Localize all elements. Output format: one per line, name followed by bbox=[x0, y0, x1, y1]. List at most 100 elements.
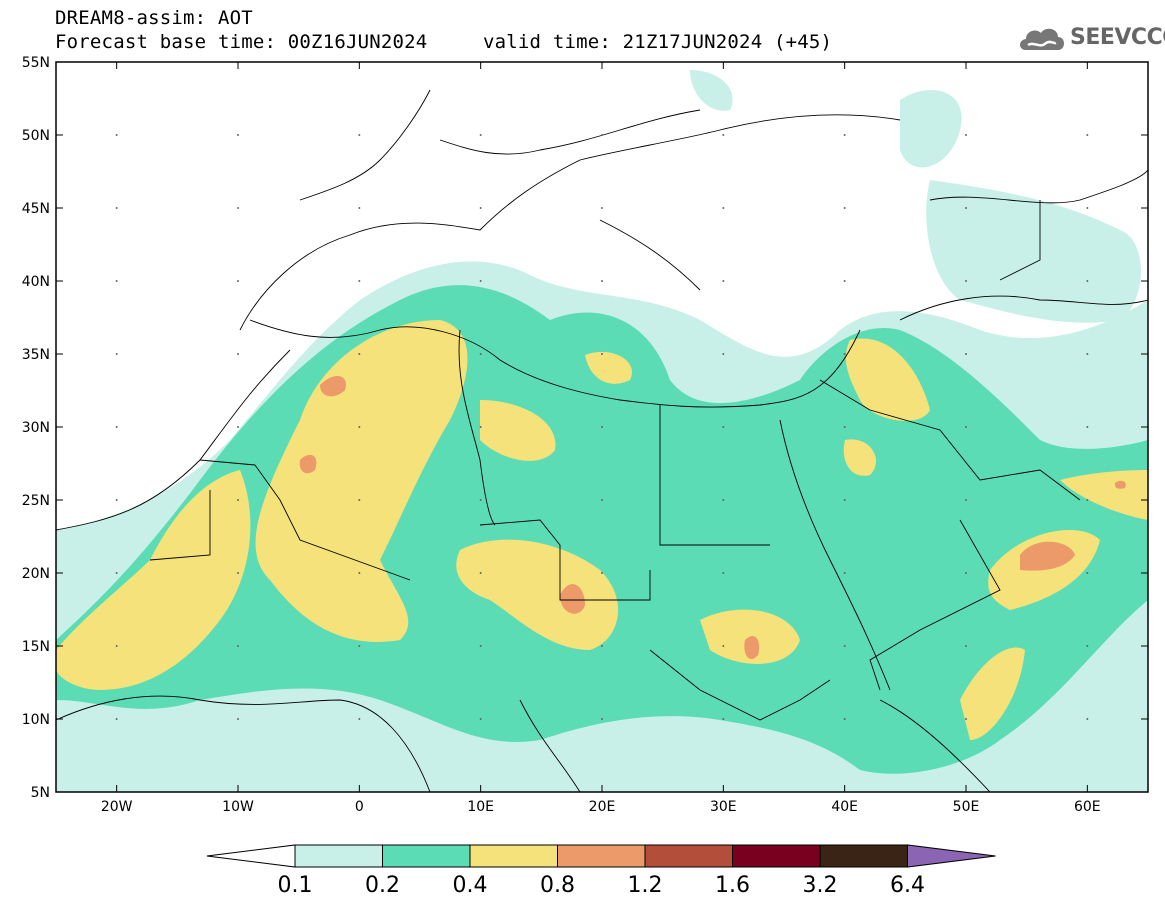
seevccc-logo: SEEVCCC bbox=[1016, 22, 1165, 58]
graticule-dot bbox=[358, 645, 361, 647]
graticule-dot bbox=[479, 134, 482, 136]
graticule-dot bbox=[1086, 718, 1089, 720]
graticule-dot bbox=[601, 499, 603, 501]
graticule-dot bbox=[237, 426, 239, 428]
graticule-dot bbox=[237, 134, 239, 136]
graticule-dot bbox=[843, 718, 846, 720]
graticule-dot bbox=[479, 353, 482, 355]
graticule-dot bbox=[237, 207, 239, 209]
graticule-dot bbox=[601, 645, 603, 647]
colorbar-label: 1.2 bbox=[628, 873, 663, 898]
graticule-dot bbox=[601, 207, 603, 209]
graticule-dot bbox=[965, 353, 967, 355]
graticule-dot bbox=[479, 426, 482, 428]
lat-label: 40N bbox=[22, 274, 50, 290]
colorbar-swatch bbox=[819, 844, 908, 868]
graticule-dot bbox=[479, 718, 482, 720]
graticule-dot bbox=[1086, 207, 1089, 209]
graticule-dot bbox=[722, 645, 725, 647]
graticule-dot bbox=[358, 353, 361, 355]
map-title: DREAM8-assim: AOT bbox=[55, 7, 253, 29]
graticule-dot bbox=[843, 426, 846, 428]
lat-label: 45N bbox=[22, 201, 50, 217]
colorbar-min-arrow bbox=[206, 844, 296, 868]
forecast-base-time: Forecast base time: 00Z16JUN2024 bbox=[55, 31, 428, 53]
graticule-dot bbox=[722, 499, 725, 501]
graticule-dot bbox=[722, 572, 725, 574]
graticule-dot bbox=[965, 207, 967, 209]
valid-time: valid time: 21Z17JUN2024 (+45) bbox=[483, 31, 833, 53]
graticule-dot bbox=[1086, 426, 1089, 428]
graticule-dot bbox=[965, 645, 967, 647]
graticule-dot bbox=[722, 718, 725, 720]
graticule-dot bbox=[115, 280, 118, 282]
lat-label: 30N bbox=[22, 420, 50, 436]
graticule-dot bbox=[722, 426, 725, 428]
graticule-dot bbox=[1086, 645, 1089, 647]
graticule-dot bbox=[965, 499, 967, 501]
lon-label: 50E bbox=[953, 799, 980, 815]
colorbar-swatch bbox=[644, 844, 733, 868]
graticule-dot bbox=[479, 572, 482, 574]
graticule-dot bbox=[1086, 280, 1089, 282]
graticule-dot bbox=[115, 207, 118, 209]
graticule-dot bbox=[358, 499, 361, 501]
graticule-dot bbox=[843, 645, 846, 647]
graticule-dot bbox=[601, 280, 603, 282]
colorbar-label: 0.8 bbox=[540, 873, 575, 898]
lon-label: 20W bbox=[101, 799, 133, 815]
graticule-dot bbox=[843, 572, 846, 574]
colorbar-swatch bbox=[294, 844, 383, 868]
colorbar-label: 1.6 bbox=[715, 873, 750, 898]
lon-label: 10W bbox=[222, 799, 254, 815]
colorbar-label: 3.2 bbox=[803, 873, 838, 898]
graticule-dot bbox=[115, 645, 118, 647]
graticule-dot bbox=[843, 353, 846, 355]
graticule-dot bbox=[479, 645, 482, 647]
graticule-dot bbox=[237, 718, 239, 720]
lon-label: 30E bbox=[710, 799, 737, 815]
graticule-dot bbox=[115, 353, 118, 355]
lon-label: 20E bbox=[589, 799, 616, 815]
colorbar-swatch bbox=[382, 844, 471, 868]
graticule-dot bbox=[1086, 499, 1089, 501]
graticule-dot bbox=[358, 426, 361, 428]
graticule-dot bbox=[843, 499, 846, 501]
lat-label: 35N bbox=[22, 347, 50, 363]
graticule-dot bbox=[479, 207, 482, 209]
graticule-dot bbox=[601, 718, 603, 720]
graticule-dot bbox=[115, 134, 118, 136]
graticule-dot bbox=[601, 426, 603, 428]
graticule-dot bbox=[722, 207, 725, 209]
lon-label: 60E bbox=[1074, 799, 1101, 815]
graticule-dot bbox=[601, 134, 603, 136]
colorbar-label: 6.4 bbox=[890, 873, 925, 898]
graticule-dot bbox=[722, 353, 725, 355]
lat-label: 15N bbox=[22, 639, 50, 655]
graticule-dot bbox=[965, 718, 967, 720]
graticule-dot bbox=[1086, 353, 1089, 355]
lat-label: 10N bbox=[22, 712, 50, 728]
graticule-dot bbox=[1086, 572, 1089, 574]
graticule-dot bbox=[843, 207, 846, 209]
lon-label: 40E bbox=[831, 799, 858, 815]
graticule-dot bbox=[115, 572, 118, 574]
colorbar-swatch bbox=[557, 844, 646, 868]
lat-label: 5N bbox=[31, 785, 50, 801]
graticule-dot bbox=[1086, 134, 1089, 136]
logo-text: SEEVCCC bbox=[1070, 25, 1165, 50]
graticule-dot bbox=[358, 572, 361, 574]
graticule-dot bbox=[601, 353, 603, 355]
colorbar-max-arrow bbox=[907, 844, 996, 868]
lat-label: 20N bbox=[22, 566, 50, 582]
colorbar-swatch bbox=[469, 844, 558, 868]
latitude-axis: 55N 50N 45N 40N 35N 30N 25N 20N 15N 10N 5N bbox=[22, 55, 1148, 801]
graticule-dot bbox=[965, 134, 967, 136]
graticule-dot bbox=[965, 426, 967, 428]
graticule-dot bbox=[843, 134, 846, 136]
graticule-dot bbox=[965, 572, 967, 574]
graticule-dot bbox=[358, 280, 361, 282]
graticule-dot bbox=[358, 207, 361, 209]
colorbar-swatch bbox=[732, 844, 821, 868]
graticule-dot bbox=[722, 280, 725, 282]
